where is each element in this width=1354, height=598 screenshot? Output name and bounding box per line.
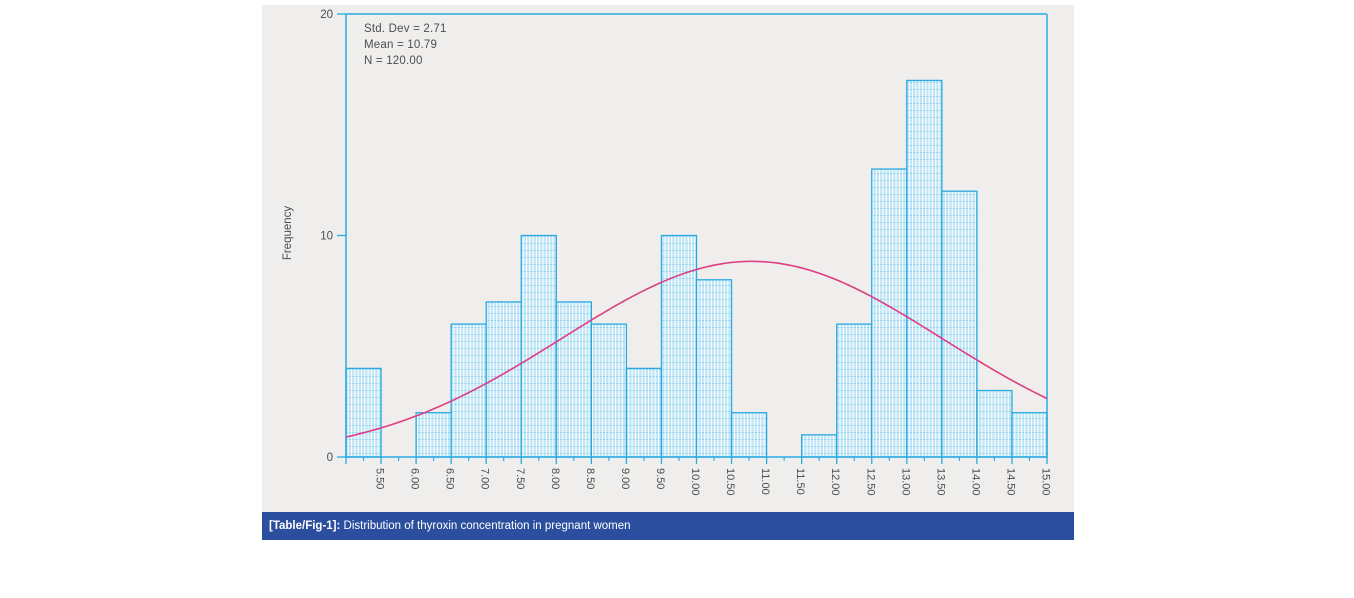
x-tick-label: 11.00 [759, 468, 771, 495]
histogram-bar [1011, 412, 1048, 458]
x-tick-label: 13.00 [899, 468, 911, 496]
x-tick-label: 5.50 [374, 468, 386, 489]
histogram-bar [345, 367, 382, 458]
chart-panel: 5.50 6.00 6.50 7.00 7.50 8.00 8.50 9.00 9.50 10.0… [262, 5, 1074, 512]
stats-box: Std. Dev = 2.71 Mean = 10.79 N = 120.00 [364, 21, 447, 69]
normal-curve [345, 260, 1048, 438]
x-tick-label: 14.00 [969, 468, 981, 496]
x-tick-label: 8.00 [549, 468, 561, 489]
x-tick-label: 11.50 [794, 468, 806, 495]
x-tick-label: 10.50 [724, 468, 736, 496]
histogram-chart: 5.50 6.00 6.50 7.00 7.50 8.00 8.50 9.00 9.50 10.0… [320, 9, 1052, 496]
x-tick-label: 8.50 [584, 468, 596, 489]
y-tick-label: 0 [327, 452, 333, 464]
histogram-bar [695, 279, 733, 458]
histogram-bar [625, 367, 663, 458]
caption-tag: [Table/Fig-1]: [269, 520, 341, 532]
x-tick-label: 9.50 [654, 468, 666, 489]
histogram-bar [415, 412, 452, 458]
histogram-bar [660, 234, 698, 458]
histogram-bar [590, 323, 628, 458]
y-axis-title: Frequency [282, 205, 294, 261]
figure: 5.50 6.00 6.50 7.00 7.50 8.00 8.50 9.00 9.50 10.0… [262, 5, 1074, 540]
histogram-bar [730, 412, 768, 458]
x-tick-label: 13.50 [934, 468, 946, 496]
x-tick-label: 14.50 [1004, 468, 1016, 496]
x-tick-label: 6.00 [409, 468, 421, 489]
histogram-bar [836, 323, 873, 458]
x-tick-label: 6.50 [444, 468, 456, 489]
caption-text: Distribution of thyroxin concentration i… [340, 520, 631, 532]
x-tick-label: 12.50 [864, 468, 876, 496]
x-tick-label: 7.00 [479, 468, 491, 489]
histogram-bar [941, 190, 978, 458]
histogram-bar [906, 79, 943, 458]
stats-mean: Mean = 10.79 [364, 39, 438, 51]
x-tick-label: 7.50 [514, 468, 526, 489]
histogram-bar [520, 234, 557, 458]
histogram-bar [555, 301, 592, 458]
histogram-bar [801, 434, 838, 458]
y-tick-label: 20 [320, 9, 333, 21]
histogram-bar [450, 323, 487, 458]
stats-n: N = 120.00 [364, 55, 423, 67]
x-tick-label: 10.00 [689, 468, 701, 496]
x-tick-label: 15.00 [1040, 468, 1052, 496]
stats-stddev: Std. Dev = 2.71 [364, 23, 447, 35]
histogram-bar [485, 301, 522, 458]
y-tick-label: 10 [320, 231, 333, 243]
x-tick-label: 12.00 [829, 468, 841, 496]
histogram-bar [976, 389, 1013, 458]
x-tick-label: 9.00 [619, 468, 631, 489]
figure-caption: [Table/Fig-1]: Distribution of thyroxin … [262, 512, 1074, 540]
